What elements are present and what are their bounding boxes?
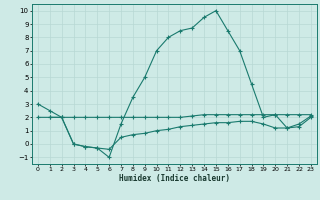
X-axis label: Humidex (Indice chaleur): Humidex (Indice chaleur) <box>119 174 230 183</box>
